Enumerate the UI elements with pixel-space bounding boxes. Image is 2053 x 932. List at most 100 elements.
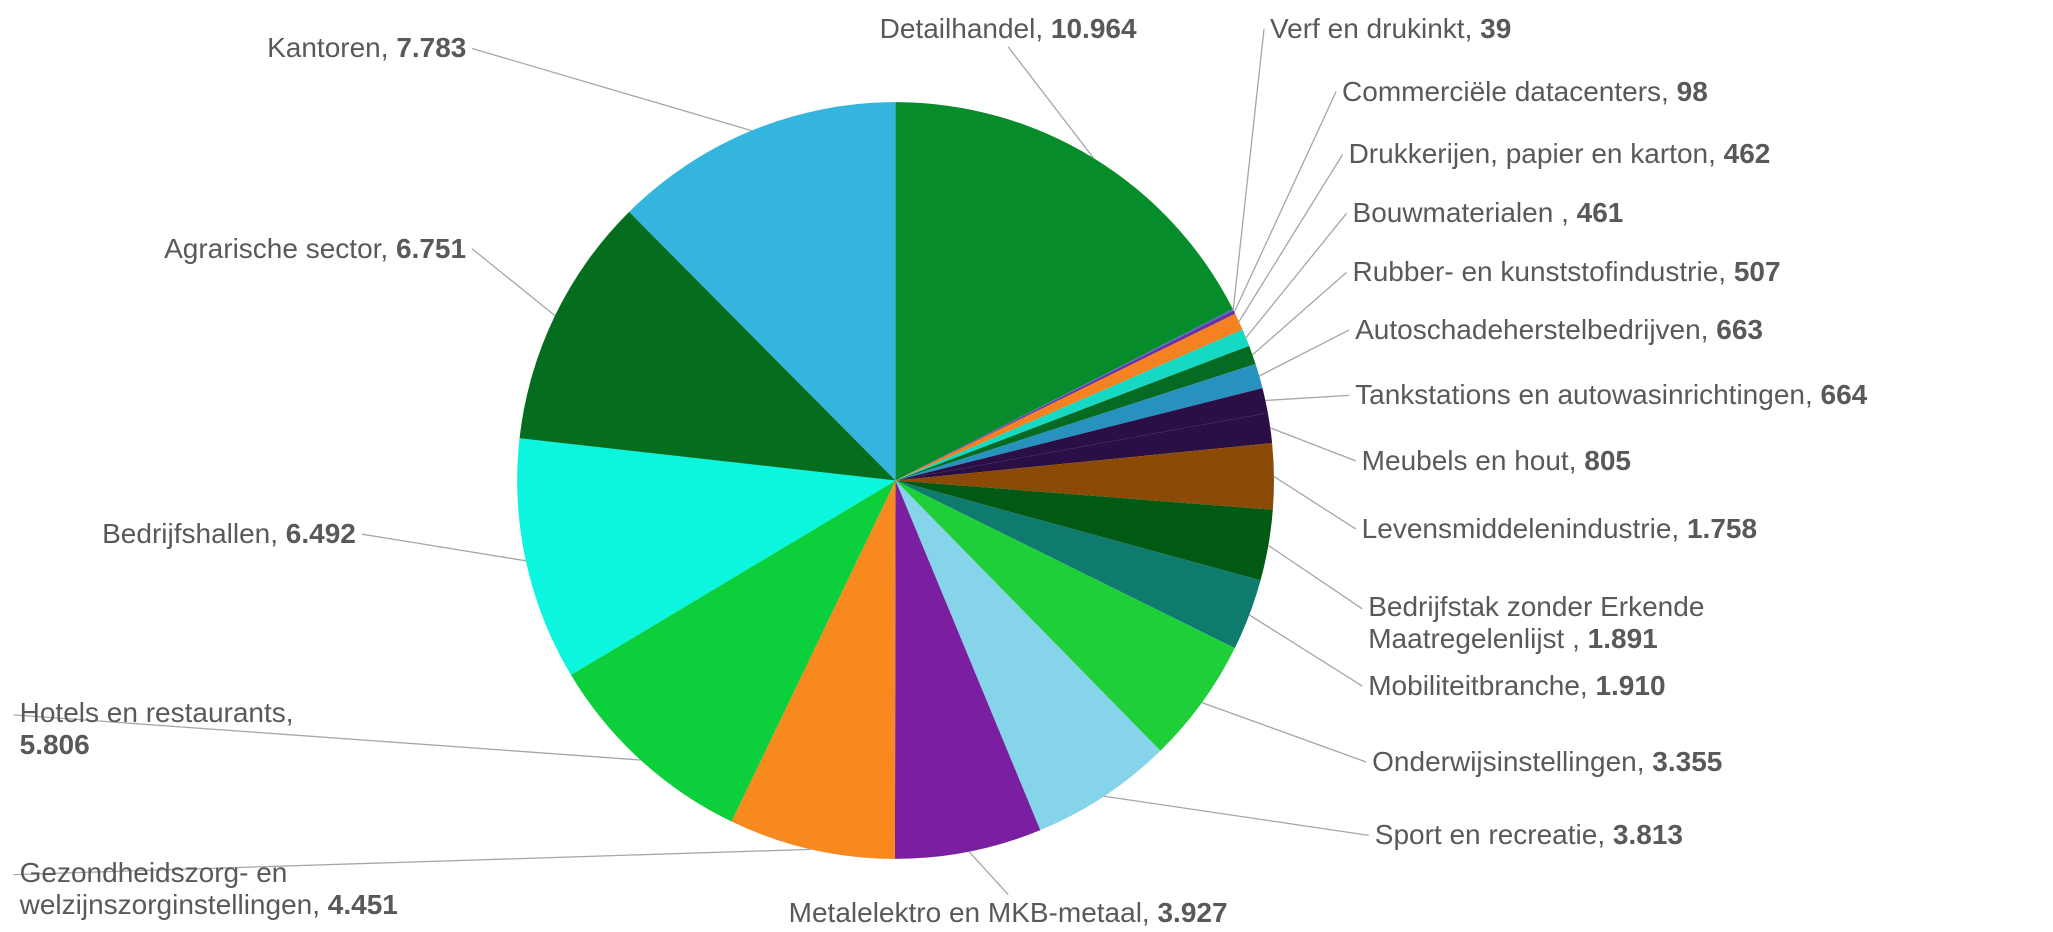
leader-line bbox=[1201, 701, 1367, 763]
slice-label: Commerciële datacenters, 98 bbox=[1342, 76, 1708, 108]
leader-line bbox=[1273, 475, 1357, 530]
pie-slice bbox=[894, 480, 1041, 859]
pie-slice bbox=[895, 480, 1273, 581]
value-label: 507 bbox=[1733, 256, 1781, 288]
value-label: 6.492 bbox=[285, 518, 356, 550]
pie-slice bbox=[895, 363, 1263, 481]
value-label: 3.813 bbox=[1612, 819, 1683, 851]
slice-label: Levensmiddelenindustrie, 1.758 bbox=[1362, 513, 1757, 545]
category-label: Verf en drukinkt, bbox=[1270, 12, 1473, 44]
pie-slice bbox=[570, 480, 896, 822]
category-label: Bedrijfshallen, bbox=[102, 518, 278, 550]
category-label: Autoschadeherstelbedrijven, bbox=[1355, 313, 1709, 345]
category-label: Agrarische sector, bbox=[164, 232, 389, 264]
slice-label: Sport en recreatie, 3.813 bbox=[1375, 819, 1683, 851]
slice-label: Autoschadeherstelbedrijven, 663 bbox=[1355, 314, 1763, 346]
leader-line bbox=[471, 248, 556, 317]
value-label: 805 bbox=[1584, 444, 1631, 476]
category-label: Bedrijfstak zonder Erkende Maatregelenli… bbox=[1368, 590, 1705, 655]
category-label: Drukkerijen, papier en karton, bbox=[1348, 138, 1716, 170]
value-label: 39 bbox=[1480, 12, 1512, 44]
slice-label: Drukkerijen, papier en karton, 462 bbox=[1349, 138, 1771, 170]
value-label: 5.806 bbox=[19, 729, 90, 761]
leader-line bbox=[1270, 427, 1356, 462]
value-label: 1.891 bbox=[1587, 623, 1658, 655]
value-label: 10.964 bbox=[1050, 12, 1137, 44]
value-label: 4.451 bbox=[327, 888, 398, 920]
pie-slice bbox=[629, 102, 896, 481]
leader-line bbox=[13, 714, 641, 761]
pie-slice bbox=[895, 412, 1273, 481]
pie-slice bbox=[895, 329, 1250, 481]
leader-line bbox=[1248, 614, 1363, 687]
leader-line bbox=[968, 851, 1009, 896]
category-label: Sport en recreatie, bbox=[1374, 819, 1606, 851]
leader-line bbox=[1007, 46, 1094, 159]
leader-line bbox=[1104, 795, 1369, 836]
leader-line bbox=[13, 848, 812, 876]
pie-slice bbox=[895, 443, 1274, 510]
value-label: 98 bbox=[1676, 75, 1708, 107]
value-label: 461 bbox=[1576, 197, 1624, 229]
category-label: Onderwijsinstellingen, bbox=[1372, 746, 1645, 778]
leader-line bbox=[1245, 213, 1348, 339]
leader-line bbox=[1252, 271, 1347, 356]
leader-line bbox=[1233, 91, 1337, 313]
category-label: Kantoren, bbox=[267, 32, 389, 64]
category-label: Rubber- en kunststofindustrie, bbox=[1352, 256, 1727, 288]
value-label: 664 bbox=[1820, 379, 1868, 411]
slice-label: Bouwmaterialen , 461 bbox=[1353, 197, 1624, 229]
category-label: Levensmiddelenindustrie, bbox=[1361, 512, 1680, 544]
slice-label: Tankstations en autowasinrichtingen, 664 bbox=[1355, 379, 1867, 411]
slice-label: Bedrijfstak zonder Erkende Maatregelenli… bbox=[1368, 591, 1826, 655]
pie-slice bbox=[895, 345, 1256, 481]
slice-label: Onderwijsinstellingen, 3.355 bbox=[1372, 746, 1722, 778]
leader-line bbox=[362, 533, 526, 562]
category-label: Hotels en restaurants, bbox=[19, 696, 294, 728]
category-label: Gezondheidszorg- en welzijnszorginstelli… bbox=[19, 856, 320, 920]
slice-label: Bedrijfshallen, 6.492 bbox=[102, 518, 356, 550]
slice-label: Metalelektro en MKB-metaal, 3.927 bbox=[789, 897, 1228, 929]
pie-slice bbox=[895, 388, 1268, 481]
slice-label: Agrarische sector, 6.751 bbox=[164, 233, 466, 265]
category-label: Metalelektro en MKB-metaal, bbox=[788, 896, 1150, 928]
value-label: 3.927 bbox=[1157, 896, 1228, 928]
value-label: 1.910 bbox=[1595, 670, 1666, 702]
pie-slice bbox=[895, 313, 1243, 481]
category-label: Commerciële datacenters, bbox=[1342, 75, 1669, 107]
value-label: 663 bbox=[1716, 313, 1763, 345]
value-label: 462 bbox=[1723, 138, 1771, 170]
pie-slice bbox=[895, 102, 1233, 481]
category-label: Meubels en hout, bbox=[1361, 444, 1577, 476]
pie-slice bbox=[519, 211, 896, 481]
pie-slice bbox=[895, 480, 1235, 751]
category-label: Bouwmaterialen , bbox=[1352, 197, 1569, 229]
slice-label: Mobiliteitbranche, 1.910 bbox=[1368, 670, 1665, 702]
pie-slice bbox=[895, 309, 1234, 481]
leader-line bbox=[1238, 154, 1344, 322]
slice-label: Gezondheidszorg- en welzijnszorginstelli… bbox=[20, 857, 559, 921]
category-label: Mobiliteitbranche, bbox=[1368, 670, 1588, 702]
category-label: Tankstations en autowasinrichtingen, bbox=[1355, 379, 1813, 411]
slice-label: Verf en drukinkt, 39 bbox=[1270, 13, 1511, 45]
pie-slice bbox=[895, 480, 1261, 649]
value-label: 1.758 bbox=[1686, 512, 1758, 544]
leader-line bbox=[471, 47, 752, 132]
slice-label: Kantoren, 7.783 bbox=[267, 32, 466, 64]
leader-line bbox=[1265, 394, 1350, 402]
pie-slice bbox=[731, 480, 896, 859]
pie-slice bbox=[895, 480, 1161, 831]
value-label: 3.355 bbox=[1652, 746, 1723, 778]
value-label: 6.751 bbox=[396, 232, 467, 264]
slice-label: Rubber- en kunststofindustrie, 507 bbox=[1353, 256, 1781, 288]
leader-line bbox=[1258, 329, 1350, 377]
slice-label: Detailhandel, 10.964 bbox=[880, 13, 1137, 45]
leader-line bbox=[1232, 28, 1265, 310]
slice-label: Hotels en restaurants, 5.806 bbox=[20, 697, 321, 761]
pie-slice bbox=[895, 310, 1236, 481]
pie-slice bbox=[517, 438, 896, 675]
slice-label: Meubels en hout, 805 bbox=[1362, 445, 1631, 477]
category-label: Detailhandel, bbox=[879, 12, 1044, 44]
